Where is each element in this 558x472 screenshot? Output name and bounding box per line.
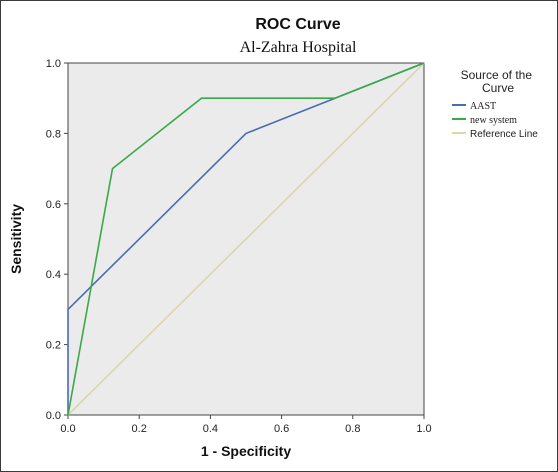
legend-items: AAST new system Reference Line [452, 101, 538, 140]
y-tick-label-0: 0.0 [46, 410, 61, 422]
y-tick-label-5: 1.0 [46, 58, 61, 70]
y-tick-label-2: 0.4 [46, 269, 61, 281]
legend: Source of the Curve AAST new system Refere… [452, 68, 538, 140]
y-tick-label-3: 0.6 [46, 199, 61, 211]
legend-title: Source of the [461, 68, 533, 82]
chart-title: ROC Curve [255, 16, 340, 33]
legend-title-line-2: Curve [482, 81, 514, 95]
x-tick-label-5: 1.0 [416, 423, 431, 435]
legend-label-new-system: new system [470, 115, 517, 126]
x-tick-label-2: 0.4 [203, 423, 218, 435]
legend-label-aast: AAST [470, 101, 496, 112]
y-axis-label: Sensitivity [8, 204, 24, 274]
series-lines [67, 62, 425, 416]
x-axis-label: 1 - Specificity [201, 443, 291, 459]
series-line-new-system [67, 62, 425, 416]
y-tick-label-4: 0.8 [46, 128, 61, 140]
x-tick-label-4: 0.8 [345, 423, 360, 435]
legend-label-reference-line: Reference Line [470, 129, 538, 140]
svg-text:Source of the Curve: Source of the Curve [461, 68, 536, 95]
y-tick-label-1: 0.2 [46, 340, 61, 352]
x-tick-label-1: 0.2 [132, 423, 147, 435]
x-tick-label-3: 0.6 [274, 423, 289, 435]
axis-ticks: 0.0 0.2 0.4 0.6 0.8 1.0 0.0 0.2 0.4 0.6 0.8 1.0 [46, 58, 432, 435]
chart-subtitle: Al-Zahra Hospital [240, 39, 357, 56]
x-tick-label-0: 0.0 [60, 423, 75, 435]
series-line-reference-line [67, 62, 425, 416]
